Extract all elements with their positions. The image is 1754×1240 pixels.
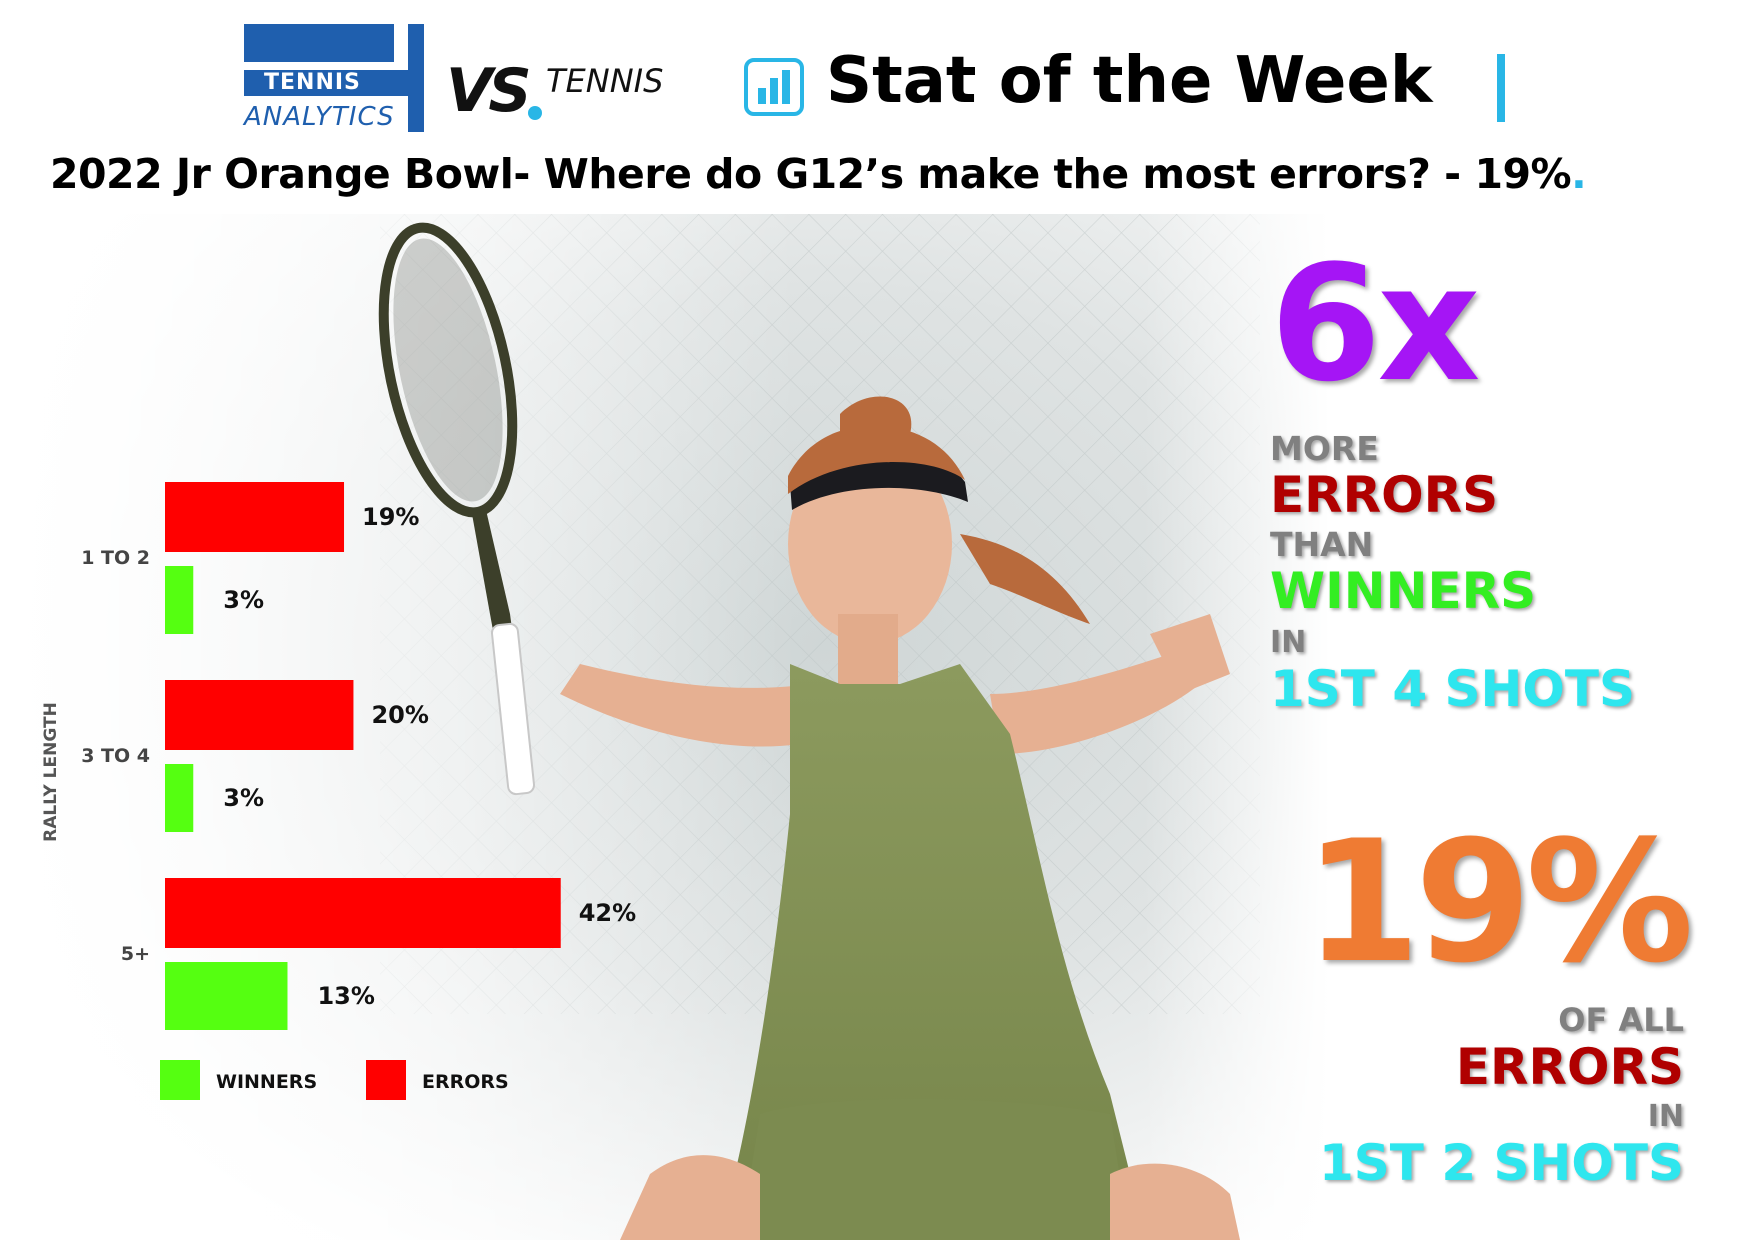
bar-errors-3 [165, 878, 561, 948]
bar-winners-3 [165, 962, 288, 1030]
callout-6x: 6x [1270, 230, 1481, 417]
bar-errors-1 [165, 482, 345, 552]
category-label-2: 3 TO 4 [81, 745, 150, 767]
tennis-player-photo [0, 214, 1330, 1240]
callout-top-than: THAN [1270, 525, 1374, 564]
callout-bottom-errors: ERRORS [1455, 1038, 1684, 1096]
legend-label-errors: ERRORS [422, 1071, 509, 1093]
logo-dot-icon [528, 106, 542, 120]
logo-vs-word: TENNIS [546, 62, 664, 100]
callout-top-shots: 1ST 4 SHOTS [1270, 660, 1635, 718]
callout-top-in: IN [1270, 625, 1307, 660]
page-subtitle: 2022 Jr Orange Bowl- Where do G12’s make… [50, 150, 1587, 198]
callout-19-percent: 19% [1303, 804, 1694, 1000]
page-title: Stat of the Week [826, 44, 1433, 118]
vs-tennis-logo: VS TENNIS [446, 56, 686, 136]
data-label-errors-3: 42% [579, 899, 636, 927]
tennis-analytics-logo: TENNIS ANALYTICS [244, 24, 424, 132]
callout-top-winners: WINNERS [1270, 562, 1537, 620]
subtitle-dot: . [1571, 150, 1587, 198]
callout-bottom-shots: 1ST 2 SHOTS [1319, 1134, 1684, 1192]
bar-chart-icon [744, 58, 804, 116]
logo-tennis-text: TENNIS [264, 70, 361, 95]
bar-errors-2 [165, 680, 354, 750]
callout-bottom-in: IN [1647, 1099, 1684, 1134]
data-label-winners-3: 13% [317, 982, 374, 1010]
logo-analytics-text: ANALYTICS [244, 102, 395, 132]
title-accent-bar [1497, 54, 1505, 122]
y-axis-label: RALLY LENGTH [41, 702, 61, 842]
bar-winners-2 [165, 764, 194, 832]
bar-winners-1 [165, 566, 194, 634]
data-label-errors-2: 20% [371, 701, 428, 729]
callout-top-errors: ERRORS [1270, 466, 1499, 524]
category-label-3: 5+ [121, 943, 150, 965]
data-label-winners-2: 3% [223, 784, 264, 812]
legend-swatch-errors [366, 1060, 406, 1100]
chart-legend: WINNERS ERRORS [160, 1060, 509, 1100]
subtitle-text: 2022 Jr Orange Bowl- Where do G12’s make… [50, 150, 1572, 198]
rally-length-chart: RALLY LENGTH 19% 3% 1 TO 2 20% 3% 3 TO 4 42% 13… [41, 482, 636, 1100]
category-label-1: 1 TO 2 [81, 547, 150, 569]
logo-vs-text: VS [446, 56, 532, 126]
chart-bars: 19% 3% 1 TO 2 20% 3% 3 TO 4 42% 13% 5+ [81, 482, 636, 1030]
racket-icon [378, 222, 536, 796]
legend-label-winners: WINNERS [216, 1071, 317, 1093]
data-label-errors-1: 19% [362, 503, 419, 531]
callout-top-more: MORE [1270, 429, 1379, 468]
data-label-winners-1: 3% [223, 586, 264, 614]
callout-bottom-of-all: OF ALL [1558, 1001, 1684, 1039]
legend-swatch-winners [160, 1060, 200, 1100]
